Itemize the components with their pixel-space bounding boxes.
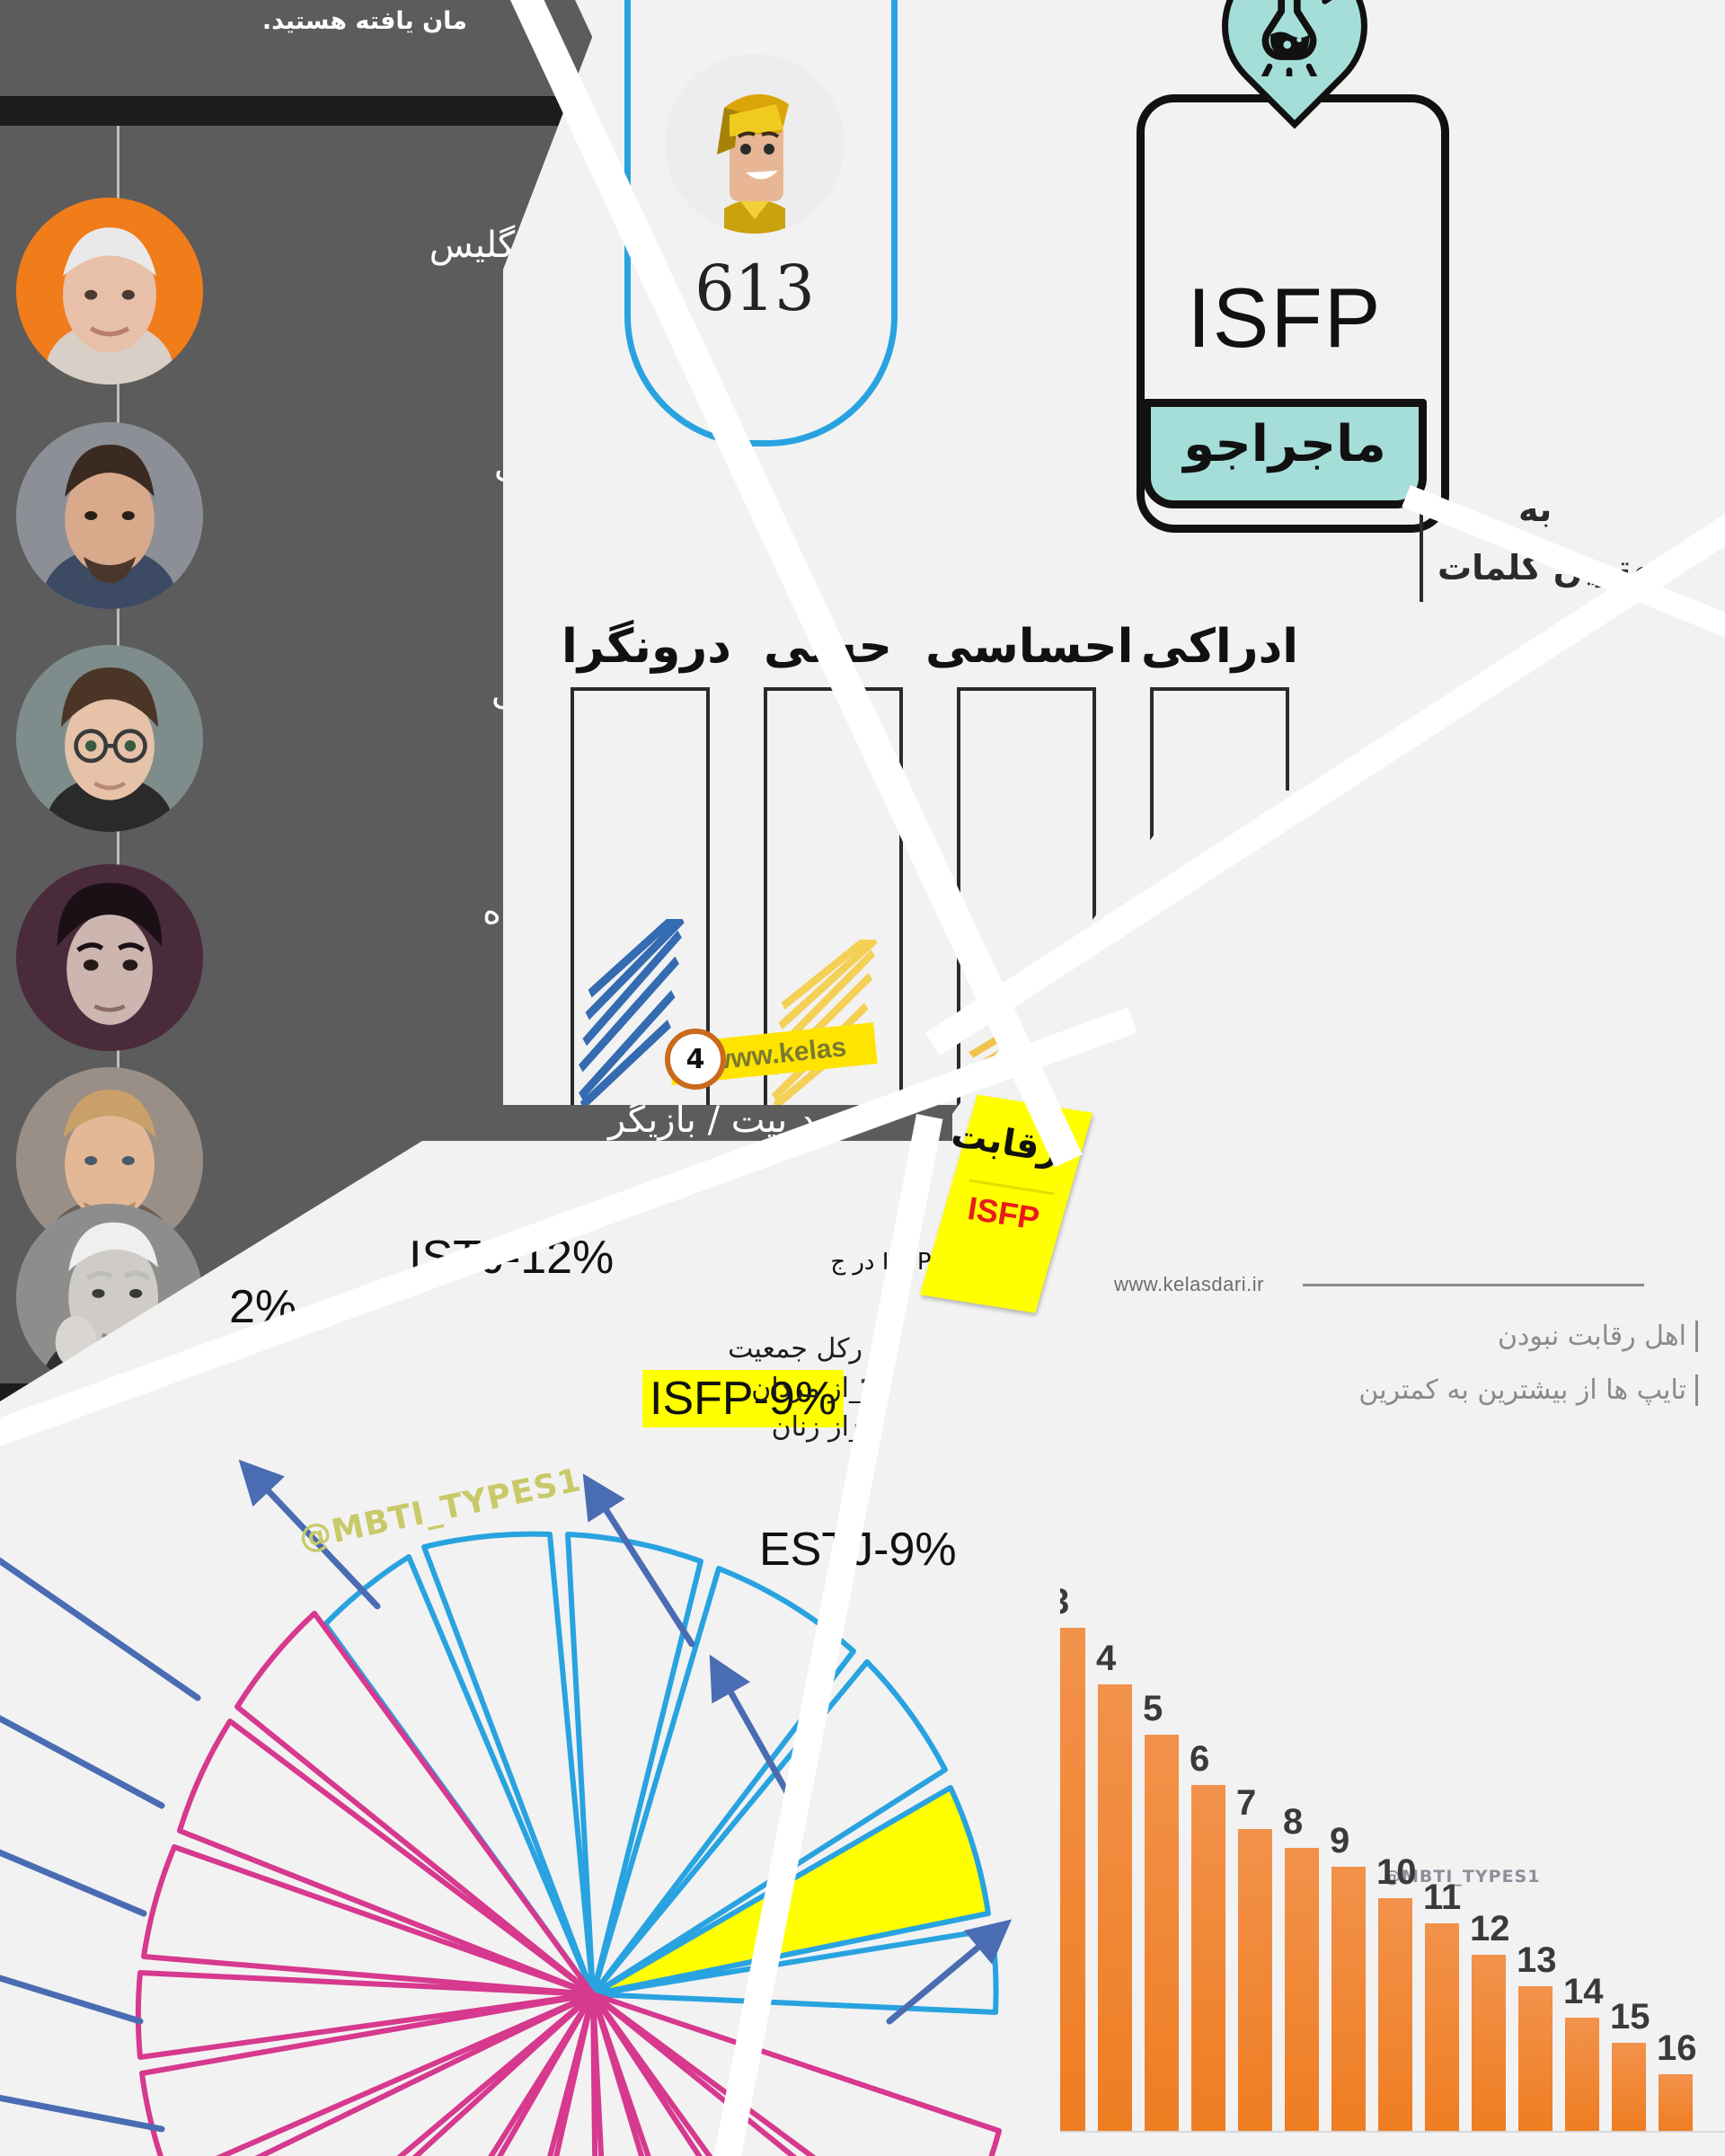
bar-5 <box>1145 1735 1179 2131</box>
bar-label-7: 7 <box>1236 1783 1257 1823</box>
bar-label-12: 12 <box>1470 1909 1510 1948</box>
type-code-label: ISFP <box>1187 270 1383 365</box>
bars-note-line2: تایپ ها از بیشترین به کمترین <box>1358 1374 1698 1406</box>
bar-label-6: 6 <box>1190 1739 1210 1779</box>
counter-value: 613 <box>694 252 815 325</box>
bar-11 <box>1425 1923 1459 2131</box>
population-line3: _از زنان <box>771 1411 862 1443</box>
bar-14 <box>1565 2018 1599 2131</box>
bar-16 <box>1659 2074 1693 2131</box>
bar-4 <box>1098 1684 1132 2131</box>
bar-label-5: 5 <box>1143 1689 1163 1728</box>
liquid-surface-line <box>1143 399 1427 407</box>
trait-fill-introverted <box>574 919 706 1105</box>
bar-13 <box>1518 1986 1552 2131</box>
bars-note-line1: اهل رقابت نبودن <box>1498 1321 1698 1352</box>
bar-label-10: 10 <box>1376 1852 1417 1892</box>
bar-label-4: 4 <box>1096 1639 1117 1678</box>
trait-label-introverted: درونگرا <box>562 620 731 674</box>
chart-baseline <box>952 2131 1725 2133</box>
bar-label-11: 11 <box>1423 1878 1462 1917</box>
side-note-rule <box>1420 503 1423 602</box>
avatar <box>16 864 203 1051</box>
bar-7 <box>1238 1829 1272 2131</box>
population-note: رکل جمعیت _از مردان _از زنان <box>629 1330 862 1447</box>
avatar <box>16 645 203 832</box>
bar-8 <box>1285 1848 1319 2131</box>
chart-watermark: @MBTI_TYPES1 <box>1384 1867 1541 1886</box>
trait-label-perceiving: ادراکی <box>1141 620 1299 674</box>
bar-10 <box>1378 1898 1412 2131</box>
site-url[interactable]: www.kelasdari.ir <box>1114 1273 1264 1295</box>
nickname-label: ماجراجو <box>1183 415 1386 473</box>
bar-label-8: 8 <box>1283 1802 1304 1842</box>
bar-label-15: 15 <box>1610 1997 1650 2037</box>
bar-12 <box>1472 1955 1506 2131</box>
bar-chart-panel: www.kelasdari.ir اهل رقابت نبودن تایپ ها… <box>952 791 1725 2156</box>
bar-label-14: 14 <box>1563 1972 1604 2011</box>
avatar <box>665 54 845 234</box>
trait-bar-introverted <box>571 687 710 1105</box>
trait-fill-sensing <box>767 940 899 1105</box>
bar-15 <box>1612 2043 1646 2131</box>
nickname-liquid-fill <box>1143 402 1427 508</box>
bar-6 <box>1191 1785 1225 2131</box>
bar-label-13: 13 <box>1517 1940 1557 1980</box>
bar-label-9: 9 <box>1330 1821 1350 1860</box>
population-line1: رکل جمعیت <box>728 1333 862 1365</box>
site-url-rule <box>1303 1284 1644 1286</box>
avatar <box>16 198 203 384</box>
side-note-line1: به <box>1518 490 1552 529</box>
population-line2: _از مردان <box>751 1372 862 1404</box>
bar-9 <box>1331 1867 1366 2131</box>
pie-label-isfp: ISFP-9% <box>642 1370 845 1427</box>
trait-label-feeling: احساسی <box>925 620 1134 674</box>
celebrities-header-text: مان یافته هستید. <box>261 7 467 35</box>
kelasdari-badge-number: 4 <box>665 1029 726 1090</box>
bar-chart: @MBTI_TYPES1 12345678910111213141516 <box>952 1365 1725 2156</box>
avatar <box>16 422 203 609</box>
flask-icon <box>1240 0 1339 85</box>
bar-label-16: 16 <box>1657 2028 1697 2068</box>
